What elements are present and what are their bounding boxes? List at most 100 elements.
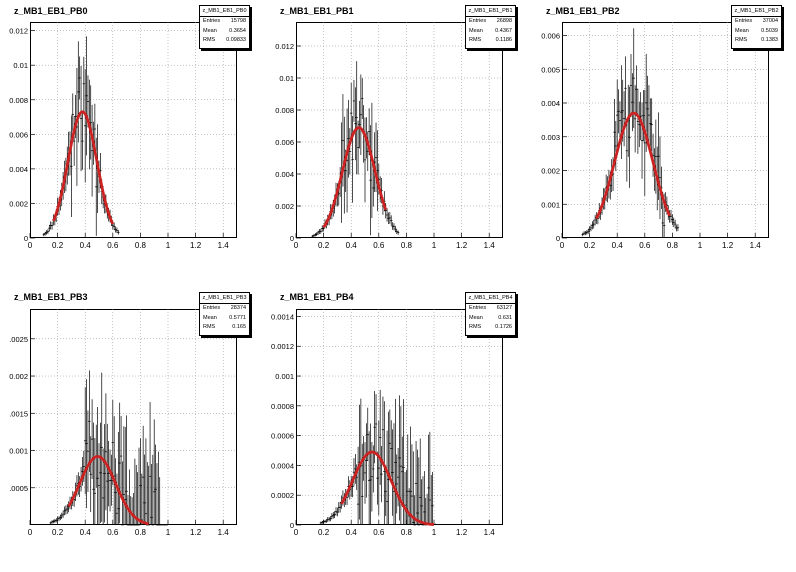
y-tick-label: 0.002: [275, 202, 294, 211]
histogram-title: z_MB1_EB1_PB2: [546, 6, 620, 16]
y-tick-label: 0.0006: [271, 432, 294, 441]
x-tick-label: 0.8: [401, 528, 413, 537]
stats-entries-value: 63127: [496, 305, 512, 311]
stats-entries-label: Entries: [203, 305, 221, 311]
y-tick-label: 0.003: [541, 133, 560, 142]
plot-frame: [296, 22, 503, 238]
y-tick-label: 0.006: [9, 130, 28, 139]
fit-curve: [340, 450, 435, 526]
histogram-title: z_MB1_EB1_PB0: [14, 6, 88, 16]
y-tick-label: 0.01: [13, 61, 28, 70]
stats-rms-label: RMS: [735, 37, 748, 43]
x-tick-label: 0.6: [373, 241, 385, 250]
y-tick-label: 0.002: [9, 372, 28, 381]
y-tick-label: 0.002: [9, 199, 28, 208]
y-tick-label: 0.006: [275, 138, 294, 147]
x-tick-label: 1: [166, 528, 171, 537]
x-tick-label: 0.4: [612, 241, 624, 250]
stats-rms-label: RMS: [203, 37, 216, 43]
y-tick-label: 0.006: [541, 32, 560, 41]
x-tick-label: 0: [560, 241, 565, 250]
stats-rms-label: RMS: [469, 37, 482, 43]
y-tick-label: 0: [290, 521, 294, 530]
stats-rms-value: 0.09833: [226, 37, 246, 43]
y-tick-label: .0005: [9, 484, 28, 493]
x-tick-label: 0.2: [52, 528, 64, 537]
stats-mean-label: Mean: [469, 27, 483, 34]
stats-entries-label: Entries: [469, 305, 487, 311]
stats-name: z_MB1_EB1_PB0: [200, 6, 249, 17]
y-tick-label: 0.0008: [271, 402, 294, 411]
plot-area: 0 0.2 0.4 0.6 0.8 1 1.2 1.4 0 0.002 0.004 0.006 0.00…: [9, 22, 237, 250]
y-tick-label: 0.004: [275, 170, 294, 179]
stats-entries-label: Entries: [735, 18, 753, 24]
stats-rms-value: 0.1186: [495, 37, 512, 43]
stats-entries-value: 15798: [230, 18, 246, 24]
y-tick-label: 0: [290, 234, 294, 243]
stats-name: z_MB1_EB1_PB2: [732, 6, 781, 17]
x-tick-label: 0.8: [667, 241, 679, 250]
stats-rms-label: RMS: [203, 324, 216, 330]
stats-mean-value: 0.5771: [229, 314, 246, 321]
stats-mean-value: 0.5039: [761, 27, 778, 34]
stats-mean-value: 0.3654: [229, 27, 246, 34]
x-tick-label: 0.4: [346, 528, 358, 537]
x-tick-label: 0.8: [135, 241, 147, 250]
y-tick-label: 0.01: [279, 74, 294, 83]
x-tick-label: 0.6: [639, 241, 651, 250]
y-tick-label: 0.004: [541, 99, 560, 108]
stats-rms-value: 0.1383: [761, 37, 778, 43]
stats-mean-label: Mean: [469, 314, 483, 321]
plot-area: 0 0.2 0.4 0.6 0.8 1 1.2 1.4 0 0.001 0.002 0.003 0.00…: [541, 22, 769, 250]
plot-area: 0 0.2 0.4 0.6 0.8 1 1.2 1.4 0 0.002 0.004 0.006 0.00…: [275, 22, 503, 250]
y-tick-label: 0.0014: [271, 312, 294, 321]
stats-entries-label: Entries: [203, 18, 221, 24]
y-tick-label: 0.001: [275, 372, 294, 381]
y-tick-label: .0025: [9, 335, 28, 344]
stats-box: z_MB1_EB1_PB1 Entries 26898 Mean 0.4367 RM…: [465, 5, 516, 49]
x-tick-label: 0.4: [80, 528, 92, 537]
y-tick-label: 0.012: [275, 42, 294, 51]
y-tick-label: 0.0012: [271, 342, 294, 351]
x-tick-label: 0: [28, 241, 33, 250]
x-tick-label: 0: [294, 528, 299, 537]
fit-curve: [67, 455, 149, 526]
stats-entries-value: 37004: [762, 18, 778, 24]
x-tick-label: 1: [166, 241, 171, 250]
y-tick-label: 0.0004: [271, 461, 294, 470]
plot-frame: [30, 22, 237, 238]
y-tick-label: 0.001: [541, 200, 560, 209]
x-tick-label: 0.6: [107, 241, 119, 250]
x-tick-label: 1.4: [750, 241, 762, 250]
histogram-title: z_MB1_EB1_PB4: [280, 292, 354, 302]
x-tick-label: 1: [432, 528, 437, 537]
y-tick-label: 0: [24, 234, 28, 243]
stats-mean-value: 0.4367: [495, 27, 512, 34]
stats-name: z_MB1_EB1_PB4: [466, 293, 515, 304]
y-tick-label: 0.008: [275, 106, 294, 115]
x-tick-label: 1.4: [484, 528, 496, 537]
stats-name: z_MB1_EB1_PB1: [466, 6, 515, 17]
stats-mean-label: Mean: [203, 314, 217, 321]
x-tick-label: 1.2: [456, 241, 468, 250]
fit-curve: [595, 111, 671, 220]
x-tick-label: 0: [294, 241, 299, 250]
stats-entries-label: Entries: [469, 18, 487, 24]
plot-frame: [30, 309, 237, 525]
stats-box: z_MB1_EB1_PB3 Entries 28374 Mean 0.5771 RM…: [199, 292, 250, 336]
x-tick-label: 0.6: [373, 528, 385, 537]
plot-area: 0 0.2 0.4 0.6 0.8 1 1.2 1.4 0 0.0002 0.0004 0.0006 0…: [271, 309, 503, 537]
histogram-title: z_MB1_EB1_PB1: [280, 6, 354, 16]
y-tick-label: 0.012: [9, 27, 28, 36]
stats-box: z_MB1_EB1_PB2 Entries 37004 Mean 0.5039 RM…: [731, 5, 782, 49]
stats-rms-value: 0.165: [232, 324, 246, 330]
x-tick-label: 0: [28, 528, 33, 537]
stats-entries-value: 28374: [230, 305, 246, 311]
y-tick-label: 0.005: [541, 65, 560, 74]
fit-curve: [52, 110, 115, 225]
y-tick-label: 0: [556, 234, 560, 243]
y-tick-label: 0.002: [541, 167, 560, 176]
stats-box: z_MB1_EB1_PB4 Entries 63127 Mean 0.631 RMS…: [465, 292, 516, 336]
stats-mean-label: Mean: [203, 27, 217, 34]
x-tick-label: 0.2: [318, 528, 330, 537]
